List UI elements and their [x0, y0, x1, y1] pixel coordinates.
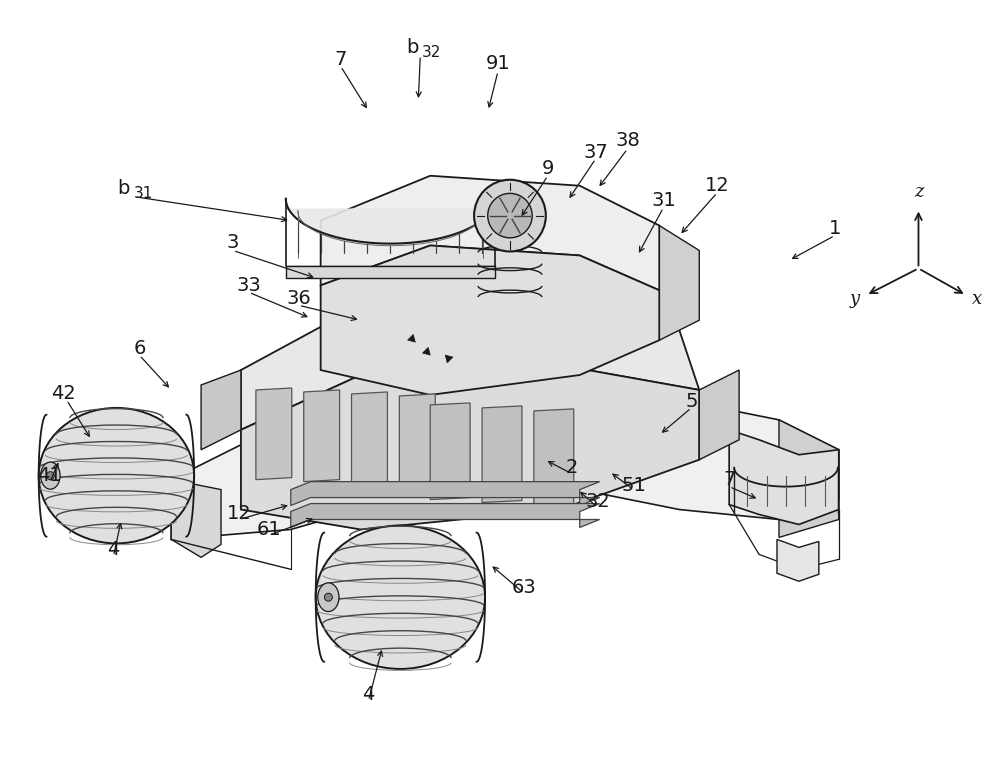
Text: 31: 31 [651, 191, 676, 210]
Polygon shape [321, 176, 659, 291]
Ellipse shape [39, 408, 194, 543]
Ellipse shape [318, 583, 339, 612]
Polygon shape [699, 370, 739, 460]
Polygon shape [423, 347, 430, 355]
Text: 5: 5 [685, 393, 698, 412]
Polygon shape [241, 365, 699, 530]
Polygon shape [171, 380, 839, 540]
Text: 38: 38 [615, 132, 640, 151]
Polygon shape [321, 246, 659, 395]
Polygon shape [445, 355, 453, 363]
Polygon shape [352, 392, 387, 484]
Circle shape [324, 594, 332, 601]
Polygon shape [779, 420, 839, 537]
Circle shape [488, 193, 532, 238]
Text: 7: 7 [334, 49, 347, 68]
Text: 32: 32 [422, 45, 442, 59]
Text: 12: 12 [705, 177, 730, 196]
Text: 6: 6 [133, 339, 146, 358]
Polygon shape [286, 266, 495, 279]
Polygon shape [659, 225, 699, 340]
Text: 31: 31 [133, 186, 153, 201]
Text: x: x [972, 291, 982, 308]
Polygon shape [201, 370, 241, 450]
Text: 91: 91 [486, 54, 510, 72]
Text: 7: 7 [723, 470, 735, 489]
Circle shape [46, 472, 54, 479]
Polygon shape [430, 403, 470, 499]
Polygon shape [241, 295, 699, 430]
Text: 12: 12 [227, 504, 251, 523]
Text: b: b [117, 179, 129, 198]
Text: 33: 33 [237, 275, 261, 295]
Text: 51: 51 [621, 476, 646, 495]
Text: 1: 1 [829, 219, 841, 238]
Text: 63: 63 [512, 578, 536, 597]
Text: 32: 32 [585, 492, 610, 511]
Text: 2: 2 [566, 458, 578, 477]
Polygon shape [304, 390, 340, 482]
Text: 36: 36 [286, 289, 311, 307]
Ellipse shape [41, 462, 60, 489]
Text: 9: 9 [542, 159, 554, 178]
Text: 41: 41 [37, 466, 62, 486]
Text: 61: 61 [256, 520, 281, 539]
Text: 42: 42 [51, 384, 76, 403]
Polygon shape [408, 334, 415, 342]
Polygon shape [482, 406, 522, 502]
Polygon shape [399, 394, 435, 486]
Text: 4: 4 [107, 540, 120, 559]
Polygon shape [256, 388, 292, 479]
Text: y: y [850, 291, 860, 308]
Polygon shape [171, 479, 221, 557]
Text: 3: 3 [227, 233, 239, 252]
Text: 4: 4 [362, 686, 375, 705]
Text: b: b [406, 38, 418, 57]
Text: 37: 37 [583, 143, 608, 162]
Polygon shape [291, 504, 600, 527]
Ellipse shape [316, 525, 485, 669]
Polygon shape [534, 409, 574, 505]
Polygon shape [291, 482, 600, 505]
Circle shape [474, 180, 546, 251]
Text: z: z [914, 183, 923, 201]
Polygon shape [777, 540, 819, 581]
Polygon shape [729, 430, 839, 524]
